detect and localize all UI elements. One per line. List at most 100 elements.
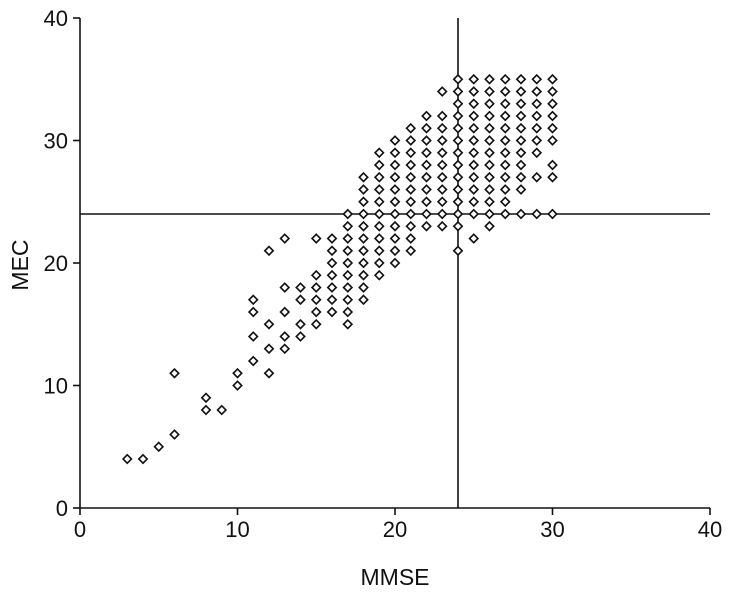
- data-point: [279, 282, 291, 293]
- data-point: [452, 184, 464, 195]
- x-tick-label: 40: [698, 517, 722, 542]
- data-point: [531, 135, 543, 146]
- data-point: [421, 135, 432, 146]
- data-point: [484, 220, 495, 232]
- data-point: [468, 86, 480, 97]
- data-point: [389, 208, 401, 220]
- data-point: [468, 135, 480, 146]
- data-point: [405, 233, 417, 244]
- data-point: [468, 171, 480, 183]
- data-point: [436, 196, 448, 208]
- data-point: [405, 147, 417, 159]
- y-axis-title: MEC: [7, 239, 33, 290]
- data-point: [389, 233, 401, 244]
- data-point: [389, 196, 401, 208]
- data-point: [452, 147, 464, 159]
- data-point: [342, 208, 354, 220]
- data-point: [484, 159, 495, 171]
- data-point: [405, 135, 417, 146]
- data-point: [200, 404, 212, 416]
- data-points: [121, 73, 558, 465]
- data-point: [484, 184, 495, 195]
- data-point: [499, 184, 511, 195]
- data-point: [247, 306, 259, 318]
- data-point: [279, 233, 291, 244]
- data-point: [499, 98, 511, 110]
- x-tick-label: 0: [74, 517, 86, 542]
- data-point: [531, 73, 543, 85]
- data-point: [137, 453, 149, 465]
- data-point: [295, 282, 306, 293]
- x-tick-label: 20: [383, 517, 407, 542]
- data-point: [484, 73, 495, 85]
- data-point: [452, 171, 464, 183]
- data-point: [547, 122, 558, 134]
- data-point: [405, 122, 417, 134]
- data-point: [421, 184, 432, 195]
- y-tick-label: 10: [44, 374, 68, 399]
- data-point: [547, 98, 558, 110]
- data-point: [484, 110, 495, 122]
- ticks: 0 10 20 30 40 0 10 20 30 40: [44, 6, 723, 542]
- y-tick-label: 0: [56, 496, 68, 521]
- data-point: [279, 306, 291, 318]
- data-point: [421, 196, 432, 208]
- data-point: [263, 367, 275, 379]
- data-point: [484, 147, 495, 159]
- data-point: [389, 171, 401, 183]
- data-point: [468, 184, 480, 195]
- data-point: [547, 86, 558, 97]
- data-point: [247, 294, 259, 306]
- data-point: [452, 135, 464, 146]
- data-point: [452, 110, 464, 122]
- data-point: [405, 208, 417, 220]
- data-point: [373, 159, 385, 171]
- data-point: [342, 233, 354, 244]
- data-point: [547, 110, 558, 122]
- data-point: [452, 73, 464, 85]
- data-point: [531, 110, 543, 122]
- data-point: [389, 159, 401, 171]
- data-point: [405, 159, 417, 171]
- y-tick-label: 20: [44, 251, 68, 276]
- data-point: [216, 404, 228, 416]
- data-point: [342, 220, 354, 232]
- data-point: [247, 355, 259, 367]
- data-point: [547, 159, 558, 171]
- data-point: [153, 441, 165, 453]
- data-point: [405, 245, 417, 257]
- data-point: [326, 257, 338, 269]
- x-tick-label: 10: [225, 517, 249, 542]
- x-tick-label: 30: [540, 517, 564, 542]
- data-point: [279, 331, 291, 342]
- data-point: [468, 98, 480, 110]
- data-point: [405, 171, 417, 183]
- data-point: [515, 147, 527, 159]
- data-point: [263, 245, 275, 257]
- data-point: [452, 159, 464, 171]
- data-point: [499, 147, 511, 159]
- data-point: [389, 220, 401, 232]
- data-point: [373, 147, 385, 159]
- data-point: [405, 220, 417, 232]
- data-point: [499, 73, 511, 85]
- data-point: [326, 233, 338, 244]
- data-point: [310, 233, 322, 244]
- data-point: [436, 208, 448, 220]
- data-point: [484, 196, 495, 208]
- data-point: [342, 269, 354, 281]
- data-point: [468, 196, 480, 208]
- data-point: [326, 282, 338, 293]
- data-point: [515, 171, 527, 183]
- data-point: [547, 171, 558, 183]
- data-point: [421, 159, 432, 171]
- data-point: [373, 269, 385, 281]
- data-point: [295, 318, 306, 330]
- data-point: [436, 122, 448, 134]
- data-point: [358, 282, 369, 293]
- data-point: [452, 98, 464, 110]
- data-point: [373, 245, 385, 257]
- data-point: [452, 245, 464, 257]
- data-point: [468, 147, 480, 159]
- data-point: [484, 171, 495, 183]
